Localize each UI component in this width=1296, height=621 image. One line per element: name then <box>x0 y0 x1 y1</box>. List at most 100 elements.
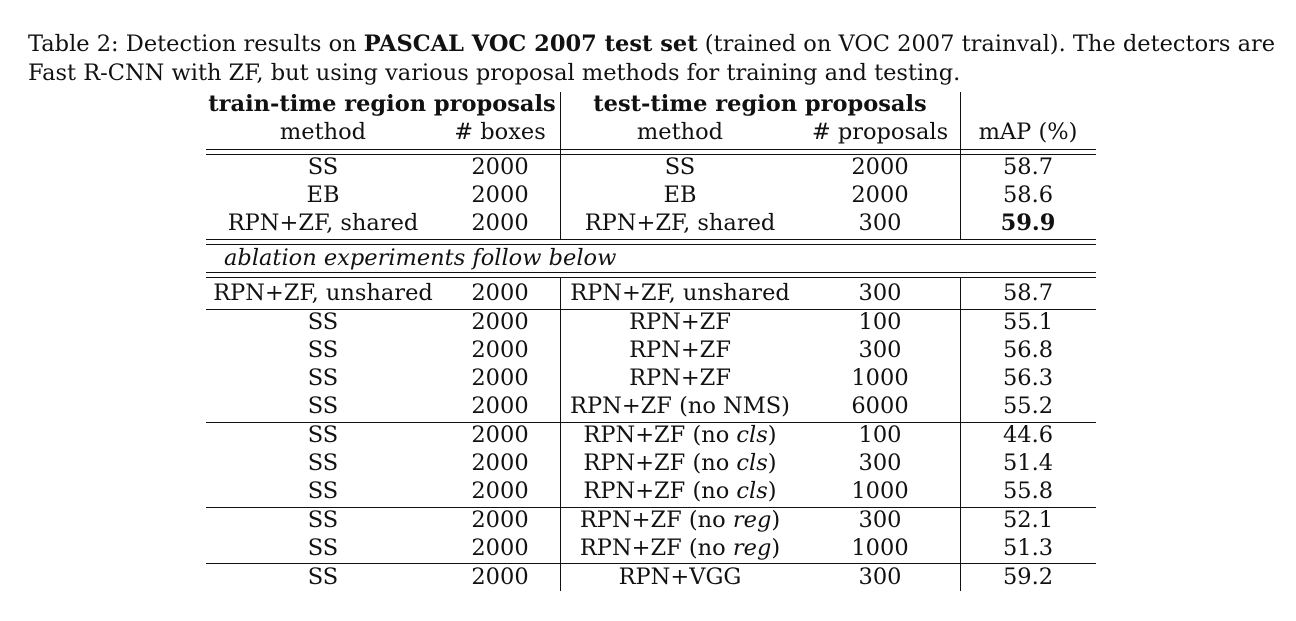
test-method-text: RPN+ZF, shared <box>584 210 776 236</box>
test-method-text: RPN+ZF <box>629 309 731 335</box>
test-method-variant: reg <box>732 507 772 533</box>
cell-train-method: SS <box>307 309 339 335</box>
cell-train-boxes: 2000 <box>471 478 529 504</box>
cell-map: 56.3 <box>1002 365 1054 391</box>
cell-map: 58.6 <box>1002 182 1054 208</box>
cell-test-proposals: 300 <box>858 210 902 236</box>
vrule-train-test-top <box>560 92 561 239</box>
test-method-variant: cls <box>736 478 768 504</box>
rule-header-bottom <box>206 154 1096 155</box>
cell-train-boxes: 2000 <box>471 450 529 476</box>
cell-map: 58.7 <box>1002 154 1054 180</box>
cell-train-boxes: 2000 <box>471 393 529 419</box>
cell-train-boxes: 2000 <box>471 210 529 236</box>
cell-test-proposals: 300 <box>858 564 902 590</box>
cell-train-method: SS <box>307 507 339 533</box>
test-method-text: RPN+ZF <box>629 337 731 363</box>
cell-test-proposals: 100 <box>858 309 902 335</box>
cell-test-proposals: 300 <box>858 337 902 363</box>
cell-test-proposals: 1000 <box>851 535 909 561</box>
cell-test-proposals: 2000 <box>851 154 909 180</box>
cell-test-method: RPN+ZF <box>629 364 731 392</box>
cell-test-method: RPN+ZF (no cls) <box>583 421 776 449</box>
cell-train-method: EB <box>306 182 340 208</box>
cell-map: 44.6 <box>1002 422 1054 448</box>
test-method-text: RPN+ZF (no <box>579 535 733 561</box>
test-method-variant: cls <box>736 450 768 476</box>
vrule-test-map-bottom <box>960 277 961 591</box>
cell-test-proposals: 2000 <box>851 182 909 208</box>
col-header-map: mAP (%) <box>978 119 1078 145</box>
cell-test-method: RPN+ZF <box>629 336 731 364</box>
cell-train-method: SS <box>307 154 339 180</box>
test-method-text: RPN+ZF, unshared <box>570 280 790 306</box>
group-header-train: train-time region proposals <box>208 91 556 117</box>
cell-map: 59.2 <box>1002 564 1054 590</box>
test-method-close: ) <box>767 450 777 476</box>
test-method-text: RPN+ZF (no <box>579 507 733 533</box>
cell-test-method: RPN+ZF, shared <box>585 209 776 237</box>
cell-test-proposals: 1000 <box>851 365 909 391</box>
test-method-text: RPN+ZF (no <box>583 478 737 504</box>
cell-train-boxes: 2000 <box>471 309 529 335</box>
rule-header-top <box>206 149 1096 150</box>
test-method-close: ) <box>771 535 781 561</box>
col-header-test-proposals: # proposals <box>811 119 949 145</box>
col-header-train-method: method <box>279 119 367 145</box>
test-method-text: RPN+ZF (no <box>583 450 737 476</box>
cell-train-method: SS <box>307 450 339 476</box>
vrule-test-map-top <box>960 92 961 239</box>
col-header-train-boxes: # boxes <box>454 119 546 145</box>
cell-train-boxes: 2000 <box>471 280 529 306</box>
cell-map: 59.9 <box>1000 210 1056 236</box>
rule-ablation-bottom-a <box>206 272 1096 273</box>
cell-map: 55.8 <box>1002 478 1054 504</box>
ablation-note: ablation experiments follow below <box>224 245 617 271</box>
rule-group-4 <box>206 563 1096 564</box>
cell-train-method: SS <box>307 393 339 419</box>
cell-test-method: RPN+ZF (no cls) <box>583 477 776 505</box>
cell-test-method: RPN+ZF (no reg) <box>580 534 780 562</box>
cell-train-boxes: 2000 <box>471 422 529 448</box>
cell-map: 51.4 <box>1002 450 1054 476</box>
test-method-close: ) <box>767 478 777 504</box>
rule-ablation-top-b <box>206 244 1096 245</box>
cell-test-proposals: 300 <box>858 280 902 306</box>
test-method-text: RPN+VGG <box>618 564 742 590</box>
cell-test-method: SS <box>665 153 695 181</box>
cell-map: 58.7 <box>1002 280 1054 306</box>
cell-test-proposals: 100 <box>858 422 902 448</box>
cell-test-method: RPN+ZF, unshared <box>570 279 790 307</box>
cell-test-method: EB <box>664 181 697 209</box>
cell-train-boxes: 2000 <box>471 182 529 208</box>
rule-ablation-top-a <box>206 239 1096 240</box>
cell-train-method: RPN+ZF, shared <box>227 210 419 236</box>
cell-test-method: RPN+ZF (no cls) <box>583 449 776 477</box>
vrule-train-test-bottom <box>560 277 561 591</box>
group-header-test: test-time region proposals <box>593 91 927 117</box>
cell-train-boxes: 2000 <box>471 365 529 391</box>
cell-train-method: RPN+ZF, unshared <box>213 280 433 306</box>
cell-train-boxes: 2000 <box>471 337 529 363</box>
rule-ablation-bottom-b <box>206 277 1096 278</box>
cell-train-method: SS <box>307 564 339 590</box>
caption-bold: PASCAL VOC 2007 test set <box>363 31 698 57</box>
cell-map: 51.3 <box>1002 535 1054 561</box>
cell-train-method: SS <box>307 478 339 504</box>
test-method-close: ) <box>771 507 781 533</box>
cell-train-method: SS <box>307 365 339 391</box>
rule-group-1 <box>206 309 1096 310</box>
cell-train-boxes: 2000 <box>471 564 529 590</box>
cell-train-boxes: 2000 <box>471 507 529 533</box>
cell-test-method: RPN+ZF (no reg) <box>580 506 780 534</box>
cell-train-boxes: 2000 <box>471 154 529 180</box>
cell-test-proposals: 1000 <box>851 478 909 504</box>
cell-train-method: SS <box>307 422 339 448</box>
test-method-text: RPN+ZF (no <box>583 422 737 448</box>
cell-map: 56.8 <box>1002 337 1054 363</box>
test-method-variant: reg <box>732 535 772 561</box>
cell-test-method: RPN+ZF (no NMS) <box>570 392 790 420</box>
col-header-test-method: method <box>636 119 724 145</box>
caption-suffix: (trained on VOC 2007 trainval). The dete… <box>28 31 1276 86</box>
